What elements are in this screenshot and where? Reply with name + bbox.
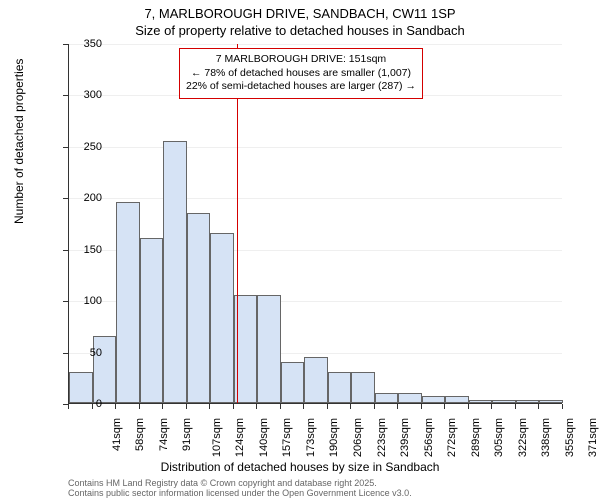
x-tick-label: 107sqm [211,418,223,457]
x-tick-mark [397,404,398,409]
histogram-bar [257,295,281,403]
x-tick-mark [515,404,516,409]
x-tick-label: 41sqm [111,418,123,451]
gridline [69,147,562,148]
y-tick-mark [63,250,68,251]
x-tick-label: 173sqm [305,418,317,457]
histogram-bar [210,233,234,403]
x-tick-label: 305sqm [493,418,505,457]
x-tick-label: 355sqm [564,418,576,457]
y-tick-mark [63,353,68,354]
x-tick-label: 239sqm [399,418,411,457]
title-block: 7, MARLBOROUGH DRIVE, SANDBACH, CW11 1SP… [0,6,600,40]
histogram-bar [375,393,399,403]
histogram-bar [492,400,516,403]
x-tick-mark [350,404,351,409]
x-tick-label: 74sqm [158,418,170,451]
x-tick-mark [186,404,187,409]
x-tick-label: 91sqm [181,418,193,451]
x-tick-mark [68,404,69,409]
y-tick-label: 100 [62,295,102,307]
x-axis-title: Distribution of detached houses by size … [0,460,600,474]
y-tick-label: 50 [62,347,102,359]
x-tick-mark [280,404,281,409]
x-tick-mark [209,404,210,409]
x-tick-mark [491,404,492,409]
x-tick-mark [303,404,304,409]
histogram-bar [116,202,140,403]
y-tick-mark [63,198,68,199]
x-tick-label: 206sqm [352,418,364,457]
annotation-line3: 22% of semi-detached houses are larger (… [186,80,416,94]
x-tick-mark [374,404,375,409]
x-tick-label: 190sqm [329,418,341,457]
y-tick-mark [63,95,68,96]
y-tick-label: 200 [62,192,102,204]
title-line1: 7, MARLBOROUGH DRIVE, SANDBACH, CW11 1SP [0,6,600,23]
x-tick-mark [115,404,116,409]
x-tick-label: 140sqm [258,418,270,457]
y-tick-mark [63,301,68,302]
histogram-bar [281,362,305,403]
x-tick-mark [444,404,445,409]
x-tick-label: 289sqm [470,418,482,457]
gridline [69,198,562,199]
x-tick-label: 124sqm [235,418,247,457]
x-tick-mark [162,404,163,409]
histogram-bar [140,238,164,403]
y-tick-label: 250 [62,141,102,153]
x-tick-mark [256,404,257,409]
histogram-bar [304,357,328,403]
x-tick-mark [562,404,563,409]
histogram-bar [163,141,187,403]
footer-attribution: Contains HM Land Registry data © Crown c… [68,478,412,499]
x-tick-label: 256sqm [423,418,435,457]
footer-line1: Contains HM Land Registry data © Crown c… [68,478,412,488]
histogram-bar [469,400,493,403]
x-tick-mark [92,404,93,409]
histogram-bar [539,400,563,403]
x-tick-mark [233,404,234,409]
x-tick-label: 322sqm [517,418,529,457]
y-tick-label: 350 [62,38,102,50]
x-tick-label: 58sqm [134,418,146,451]
x-tick-mark [139,404,140,409]
y-tick-label: 150 [62,244,102,256]
y-tick-mark [63,147,68,148]
annotation-line1: 7 MARLBOROUGH DRIVE: 151sqm [186,53,416,67]
histogram-bar [187,213,211,403]
y-axis-title: Number of detached properties [12,59,26,224]
annotation-line2: ← 78% of detached houses are smaller (1,… [186,67,416,81]
y-tick-label: 300 [62,89,102,101]
x-tick-label: 338sqm [540,418,552,457]
histogram-bar [422,396,446,403]
x-tick-label: 272sqm [446,418,458,457]
annotation-box: 7 MARLBOROUGH DRIVE: 151sqm← 78% of deta… [179,48,423,99]
chart-container: 7, MARLBOROUGH DRIVE, SANDBACH, CW11 1SP… [0,0,600,500]
histogram-bar [398,393,422,403]
histogram-bar [516,400,540,403]
plot-area: 7 MARLBOROUGH DRIVE: 151sqm← 78% of deta… [68,44,562,404]
footer-line2: Contains public sector information licen… [68,488,412,498]
gridline [69,44,562,45]
y-tick-mark [63,44,68,45]
x-tick-label: 157sqm [282,418,294,457]
histogram-bar [445,396,469,403]
x-tick-mark [468,404,469,409]
x-tick-mark [538,404,539,409]
x-tick-mark [327,404,328,409]
x-tick-mark [421,404,422,409]
x-tick-label: 371sqm [587,418,599,457]
histogram-bar [328,372,352,403]
x-tick-label: 223sqm [376,418,388,457]
histogram-bar [351,372,375,403]
